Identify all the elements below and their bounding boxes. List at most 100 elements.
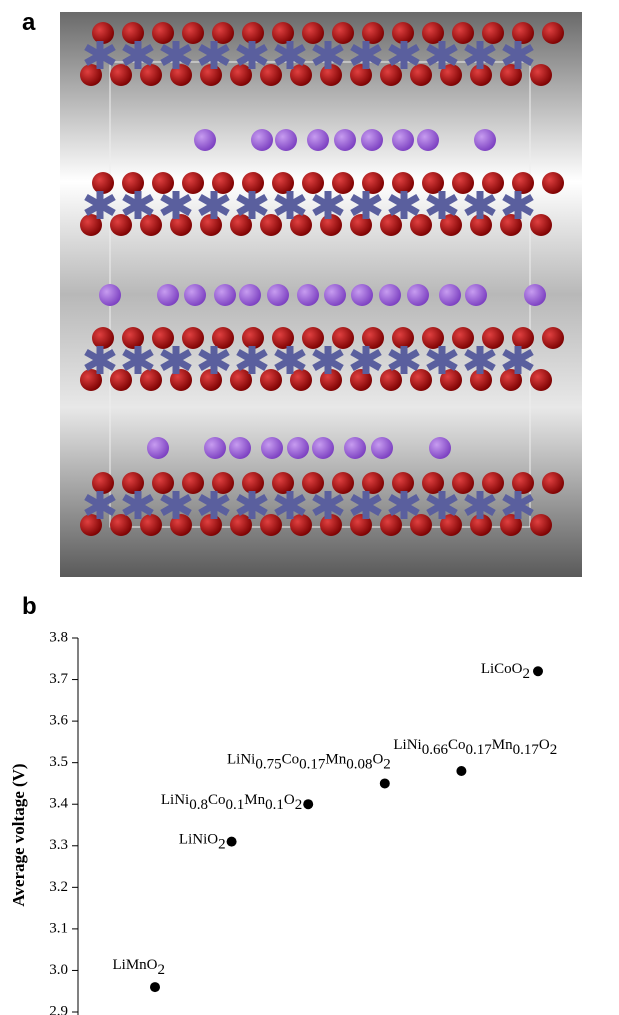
lithium-atom [275,129,297,151]
oxygen-atom [152,327,174,349]
lithium-atom [267,284,289,306]
oxygen-atom [242,472,264,494]
oxygen-atom [392,472,414,494]
oxygen-atom [92,327,114,349]
oxygen-atom [542,22,564,44]
lithium-atom [312,437,334,459]
oxygen-atom [242,172,264,194]
oxygen-atom [242,22,264,44]
oxygen-atom [482,172,504,194]
lithium-atom [251,129,273,151]
oxygen-atom [182,22,204,44]
y-tick-label: 3.5 [49,754,68,770]
oxygen-atom [332,327,354,349]
oxygen-atom [530,514,552,536]
oxygen-atom [122,22,144,44]
oxygen-atom [422,22,444,44]
oxygen-atom [380,514,402,536]
oxygen-atom [110,514,132,536]
oxygen-atom [410,64,432,86]
oxygen-atom [182,327,204,349]
oxygen-atom [242,327,264,349]
oxygen-atom [542,172,564,194]
oxygen-atom [422,472,444,494]
lithium-atom [392,129,414,151]
oxygen-atom [542,327,564,349]
oxygen-atom [272,22,294,44]
figure: a b 2.93.03.13.23.33.43.53.63.73.8Averag… [0,0,619,1015]
oxygen-atom [452,172,474,194]
lithium-atom [334,129,356,151]
oxygen-atom [410,369,432,391]
oxygen-atom [212,327,234,349]
oxygen-atom [140,64,162,86]
oxygen-atom [122,472,144,494]
lithium-atom [147,437,169,459]
data-point [380,778,390,788]
oxygen-atom [380,214,402,236]
oxygen-atom [122,327,144,349]
y-tick-label: 3.8 [49,629,68,645]
oxygen-atom [212,22,234,44]
oxygen-atom [260,64,282,86]
oxygen-atom [260,514,282,536]
oxygen-atom [152,472,174,494]
y-tick-label: 3.2 [49,879,68,895]
lithium-atom [474,129,496,151]
oxygen-atom [332,22,354,44]
oxygen-atom [182,472,204,494]
oxygen-atom [332,472,354,494]
oxygen-atom [212,472,234,494]
oxygen-atom [92,22,114,44]
oxygen-atom [302,472,324,494]
chart: 2.93.03.13.23.33.43.53.63.73.8Average vo… [9,629,557,1015]
oxygen-atom [152,22,174,44]
oxygen-atom [452,472,474,494]
oxygen-atom [530,369,552,391]
oxygen-atom [392,327,414,349]
lithium-atom [184,284,206,306]
lithium-atom [239,284,261,306]
oxygen-atom [392,172,414,194]
y-tick-label: 3.7 [49,671,68,687]
oxygen-atom [512,172,534,194]
oxygen-atom [260,214,282,236]
lithium-atom [99,284,121,306]
lithium-atom [307,129,329,151]
panel-label: a [22,9,36,36]
oxygen-atom [92,172,114,194]
point-label: LiCoO2 [481,661,530,682]
oxygen-atom [392,22,414,44]
lithium-atom [157,284,179,306]
oxygen-atom [122,172,144,194]
point-label: LiNi0.75Co0.17Mn0.08O2 [227,751,391,772]
oxygen-atom [212,172,234,194]
lithium-atom [194,129,216,151]
oxygen-atom [272,172,294,194]
panel-label: b [22,593,37,620]
oxygen-atom [362,327,384,349]
oxygen-atom [260,369,282,391]
oxygen-atom [410,514,432,536]
oxygen-atom [140,369,162,391]
oxygen-atom [422,327,444,349]
oxygen-atom [302,327,324,349]
oxygen-atom [512,472,534,494]
oxygen-atom [482,472,504,494]
lithium-atom [524,284,546,306]
point-label: LiMnO2 [113,957,166,978]
oxygen-atom [302,172,324,194]
oxygen-atom [110,214,132,236]
oxygen-atom [422,172,444,194]
oxygen-atom [512,327,534,349]
lithium-atom [287,437,309,459]
oxygen-atom [512,22,534,44]
oxygen-atom [182,172,204,194]
lithium-atom [407,284,429,306]
oxygen-atom [362,472,384,494]
lithium-atom [229,437,251,459]
oxygen-atom [410,214,432,236]
lithium-atom [324,284,346,306]
lithium-atom [429,437,451,459]
lithium-atom [297,284,319,306]
